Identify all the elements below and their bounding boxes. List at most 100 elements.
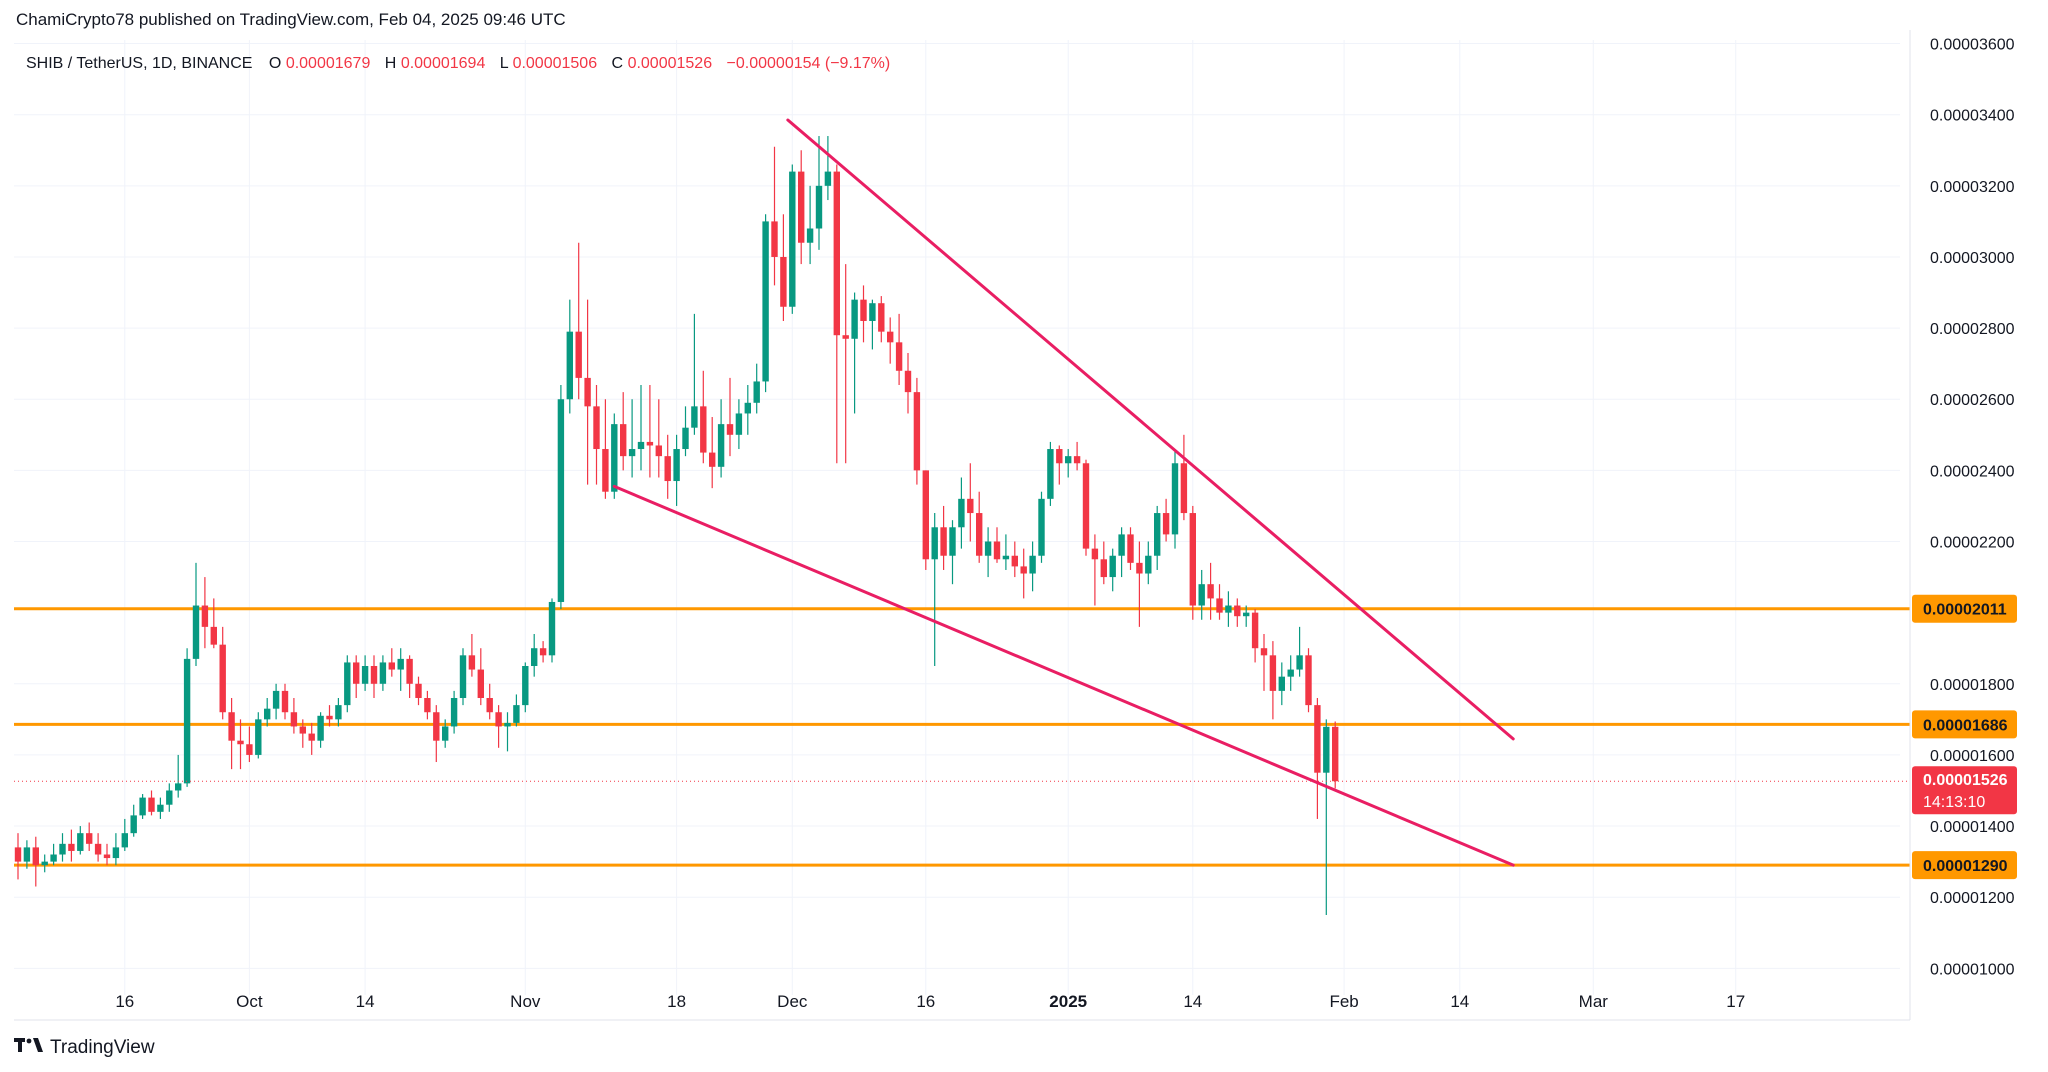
- candle-body: [1100, 559, 1107, 578]
- candle-body: [611, 424, 618, 492]
- price-tick-label: 0.00003000: [1930, 250, 2015, 267]
- candle-body: [77, 833, 84, 851]
- candle-body: [201, 605, 209, 627]
- candle-body: [762, 221, 769, 382]
- candle-body: [628, 449, 636, 457]
- price-tick-label: 0.00003400: [1930, 108, 2015, 125]
- candle-body: [1082, 463, 1090, 549]
- candle-body: [682, 427, 689, 450]
- candle-body: [824, 171, 832, 186]
- time-tick-label: 2025: [1049, 992, 1087, 1011]
- candle-body: [709, 452, 716, 467]
- legend-change: −0.00000154 (−9.17%): [727, 55, 891, 72]
- price-labels: 0.00002011 0.00001686 0.00001290 0.00001526…: [1912, 594, 2017, 880]
- candle-body: [771, 221, 778, 257]
- candle-body: [68, 843, 75, 851]
- candle-body: [1047, 449, 1054, 499]
- candle-body: [379, 662, 387, 684]
- time-tick-label: Mar: [1579, 992, 1609, 1011]
- candle-body: [504, 722, 511, 727]
- candle-body: [41, 861, 48, 866]
- candle-body: [798, 171, 805, 243]
- candle-body: [148, 797, 155, 812]
- candle-body: [1234, 605, 1241, 617]
- tradingview-brand[interactable]: TradingView: [14, 1036, 155, 1059]
- trendlines: [612, 118, 1515, 867]
- candle-body: [210, 626, 217, 645]
- candle-body: [272, 690, 280, 709]
- last-price-box: [1912, 766, 2017, 815]
- candle-body: [1011, 555, 1018, 567]
- candle-body: [495, 712, 502, 727]
- candle-body: [450, 698, 458, 727]
- x-axis: 16 Oct 14 Nov 18 Dec 16 2025 14 Feb 14 Mar 17: [14, 992, 1910, 1021]
- candle-body: [1269, 655, 1277, 691]
- candle-body: [575, 331, 582, 378]
- candle-body: [522, 665, 529, 706]
- candle-body: [415, 683, 422, 699]
- time-tick-label: 17: [1726, 992, 1745, 1011]
- candle-body: [1118, 534, 1125, 556]
- candle-body: [789, 171, 796, 307]
- candle-body: [913, 392, 921, 471]
- legend-l-label: L: [500, 55, 509, 72]
- candle-body: [887, 331, 894, 343]
- candle-body: [1243, 612, 1250, 617]
- candle-body: [976, 513, 983, 556]
- candle-body: [477, 669, 484, 699]
- price-tick-label: 0.00002600: [1930, 392, 2015, 409]
- candle-body: [895, 342, 903, 371]
- candle-body: [370, 665, 378, 684]
- candle-body: [806, 228, 814, 243]
- candle-body: [424, 698, 431, 713]
- candle-body: [1189, 513, 1196, 606]
- time-tick-label: 16: [916, 992, 935, 1011]
- candle-body: [175, 783, 182, 791]
- candle-body: [246, 744, 253, 755]
- candle-body: [353, 662, 360, 684]
- candle-body: [317, 715, 324, 741]
- candle-body: [753, 381, 760, 403]
- price-tick-label: 0.00002400: [1930, 463, 2015, 480]
- candle-body: [130, 815, 137, 834]
- candle-body: [281, 690, 289, 713]
- candle-body: [593, 406, 600, 450]
- candle-body: [166, 790, 173, 805]
- time-tick-label: Dec: [777, 992, 808, 1011]
- candle-body: [860, 299, 867, 321]
- time-tick-label: Oct: [236, 992, 263, 1011]
- price-axis[interactable]: 0.00001000 0.00001200 0.00001400 0.00001600…: [1909, 30, 2015, 1020]
- time-tick-label: 18: [667, 992, 686, 1011]
- price-tick-label: 0.00001600: [1930, 748, 2015, 765]
- candle-body: [993, 541, 1001, 560]
- candle-body: [326, 715, 333, 720]
- candle-body: [851, 299, 858, 339]
- legend-o-value: 0.00001679: [286, 55, 371, 72]
- candle-body: [931, 527, 938, 560]
- legend-c-label: C: [612, 55, 624, 72]
- candle-body: [1091, 548, 1099, 560]
- candle-body: [1323, 726, 1330, 773]
- upper-trendline: [786, 118, 1515, 741]
- candle-body: [103, 854, 111, 859]
- candles: [14, 136, 1339, 915]
- resistance-line-label-box: [1912, 594, 2017, 623]
- candle-body: [700, 406, 707, 453]
- candle-body: [1198, 584, 1205, 606]
- legend-h-label: H: [385, 55, 397, 72]
- candle-body: [299, 726, 306, 734]
- candle-body: [833, 171, 840, 336]
- candle-body: [922, 470, 929, 560]
- time-tick-label: Feb: [1329, 992, 1358, 1011]
- candle-body: [459, 655, 467, 699]
- candle-body: [1073, 456, 1081, 464]
- legend-symbol: SHIB / TetherUS, 1D, BINANCE: [26, 55, 252, 72]
- candle-body: [513, 705, 520, 723]
- candle-body: [1065, 456, 1072, 464]
- time-tick-label: 14: [1450, 992, 1469, 1011]
- candle-body: [14, 847, 22, 862]
- candle-body: [228, 712, 235, 741]
- price-tick-label: 0.00001200: [1930, 890, 2015, 907]
- candle-body: [1225, 605, 1232, 613]
